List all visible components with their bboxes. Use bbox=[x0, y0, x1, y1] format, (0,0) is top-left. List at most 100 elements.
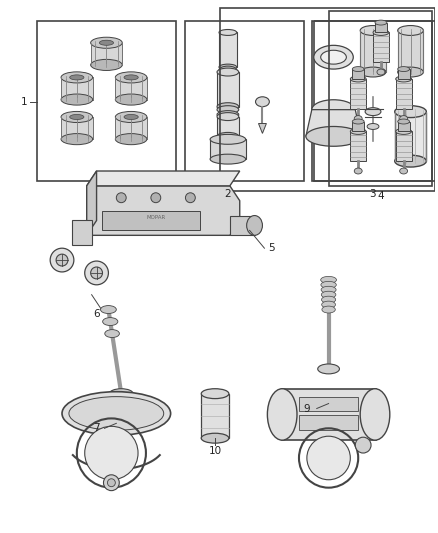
Bar bbox=[350, 79, 366, 109]
Circle shape bbox=[85, 261, 109, 285]
Ellipse shape bbox=[115, 134, 147, 144]
Ellipse shape bbox=[375, 20, 387, 25]
Ellipse shape bbox=[321, 277, 336, 284]
Bar bbox=[61, 77, 92, 100]
Ellipse shape bbox=[321, 291, 336, 298]
Polygon shape bbox=[87, 171, 240, 186]
Ellipse shape bbox=[70, 115, 84, 119]
Ellipse shape bbox=[124, 75, 138, 80]
Circle shape bbox=[117, 193, 126, 203]
Ellipse shape bbox=[62, 392, 171, 435]
Polygon shape bbox=[87, 171, 96, 236]
Polygon shape bbox=[72, 221, 92, 245]
Ellipse shape bbox=[217, 132, 239, 140]
Ellipse shape bbox=[354, 116, 362, 122]
Ellipse shape bbox=[61, 72, 92, 83]
Ellipse shape bbox=[255, 97, 269, 107]
Ellipse shape bbox=[350, 128, 366, 134]
Ellipse shape bbox=[360, 389, 390, 440]
Bar bbox=[299, 397, 358, 411]
Ellipse shape bbox=[210, 134, 246, 144]
Ellipse shape bbox=[217, 68, 239, 76]
Text: 9: 9 bbox=[304, 403, 310, 414]
Ellipse shape bbox=[377, 69, 385, 75]
Ellipse shape bbox=[360, 26, 386, 35]
Bar bbox=[398, 122, 410, 132]
Bar bbox=[91, 43, 122, 65]
Bar bbox=[328, 11, 432, 186]
Circle shape bbox=[103, 475, 119, 491]
Ellipse shape bbox=[400, 168, 408, 174]
Bar bbox=[350, 132, 366, 161]
Polygon shape bbox=[306, 110, 361, 136]
Text: MOPAR: MOPAR bbox=[146, 215, 166, 220]
Circle shape bbox=[56, 254, 68, 266]
Text: 6: 6 bbox=[93, 310, 100, 319]
Ellipse shape bbox=[398, 26, 424, 35]
Polygon shape bbox=[258, 124, 266, 133]
Text: 1: 1 bbox=[21, 96, 28, 107]
Ellipse shape bbox=[61, 94, 92, 105]
Ellipse shape bbox=[219, 29, 237, 35]
Ellipse shape bbox=[322, 306, 336, 313]
Ellipse shape bbox=[217, 111, 239, 118]
Ellipse shape bbox=[219, 66, 237, 74]
Text: 3: 3 bbox=[369, 189, 375, 199]
Ellipse shape bbox=[350, 76, 366, 82]
Ellipse shape bbox=[70, 75, 84, 80]
Bar bbox=[396, 132, 412, 161]
Bar bbox=[396, 79, 412, 109]
Ellipse shape bbox=[217, 106, 239, 114]
Ellipse shape bbox=[115, 94, 147, 105]
Ellipse shape bbox=[201, 433, 229, 443]
Ellipse shape bbox=[105, 329, 120, 337]
Bar bbox=[398, 69, 410, 79]
Ellipse shape bbox=[91, 37, 122, 49]
Ellipse shape bbox=[219, 64, 237, 70]
Ellipse shape bbox=[247, 215, 262, 236]
Ellipse shape bbox=[217, 103, 239, 111]
Bar bbox=[217, 117, 239, 136]
Bar bbox=[219, 33, 237, 67]
Bar bbox=[61, 117, 92, 139]
Text: 5: 5 bbox=[268, 243, 275, 253]
Ellipse shape bbox=[321, 301, 336, 308]
Bar bbox=[220, 7, 435, 191]
Text: 4: 4 bbox=[378, 191, 384, 201]
Ellipse shape bbox=[61, 111, 92, 123]
Ellipse shape bbox=[110, 389, 133, 399]
Bar bbox=[312, 21, 432, 181]
Ellipse shape bbox=[217, 112, 239, 120]
Ellipse shape bbox=[398, 119, 410, 124]
Bar bbox=[201, 394, 229, 438]
Text: 10: 10 bbox=[208, 446, 222, 456]
Bar bbox=[210, 139, 246, 159]
Ellipse shape bbox=[321, 281, 336, 288]
Bar bbox=[360, 30, 386, 72]
Ellipse shape bbox=[354, 168, 362, 174]
Ellipse shape bbox=[398, 67, 424, 77]
Ellipse shape bbox=[99, 40, 113, 45]
Bar bbox=[352, 122, 364, 132]
Ellipse shape bbox=[267, 389, 297, 440]
Bar bbox=[299, 415, 358, 430]
Ellipse shape bbox=[210, 154, 246, 164]
Ellipse shape bbox=[400, 116, 408, 122]
Ellipse shape bbox=[398, 67, 410, 71]
Ellipse shape bbox=[312, 100, 355, 119]
Ellipse shape bbox=[124, 115, 138, 119]
Ellipse shape bbox=[395, 155, 426, 167]
Ellipse shape bbox=[115, 111, 147, 123]
Text: 2: 2 bbox=[225, 189, 231, 199]
Ellipse shape bbox=[321, 50, 346, 64]
Ellipse shape bbox=[61, 134, 92, 144]
Ellipse shape bbox=[69, 397, 164, 430]
Bar bbox=[373, 33, 389, 62]
Polygon shape bbox=[87, 186, 240, 236]
Bar bbox=[185, 21, 304, 181]
Bar bbox=[395, 111, 426, 161]
Ellipse shape bbox=[306, 126, 361, 146]
Ellipse shape bbox=[115, 72, 147, 83]
Ellipse shape bbox=[352, 67, 364, 71]
Circle shape bbox=[151, 193, 161, 203]
